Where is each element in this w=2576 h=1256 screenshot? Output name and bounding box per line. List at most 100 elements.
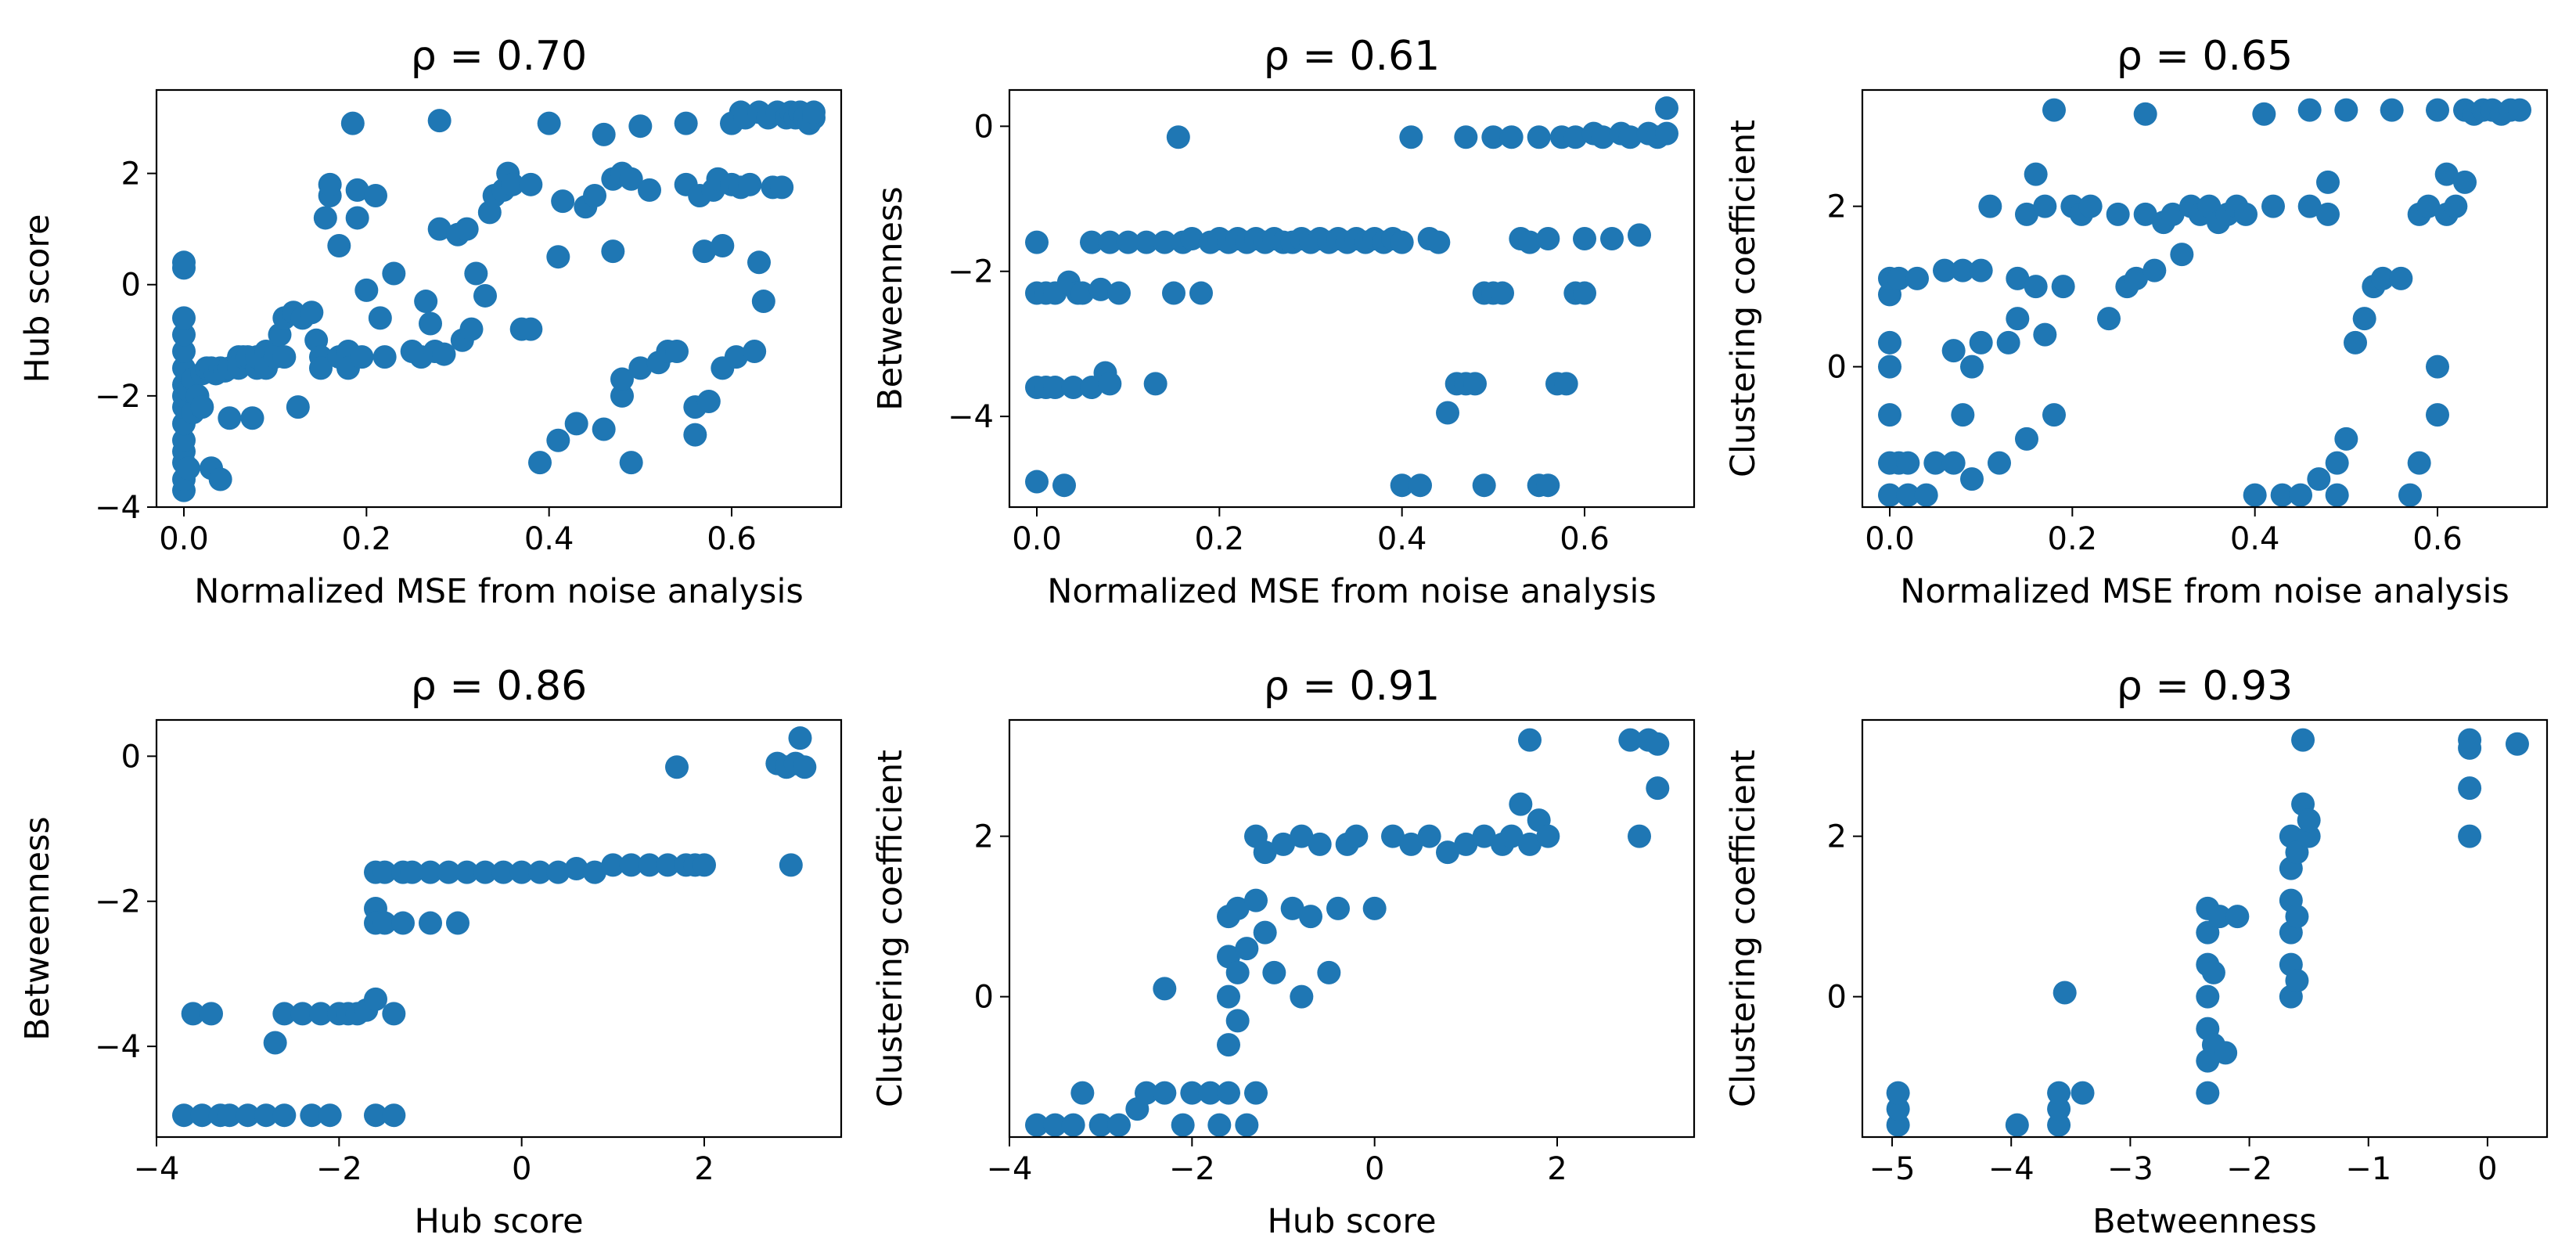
- data-point: [1618, 728, 1642, 752]
- data-point: [1390, 473, 1414, 498]
- data-point: [1896, 483, 1920, 507]
- data-point: [190, 395, 214, 419]
- data-point: [564, 857, 588, 881]
- data-point: [1025, 470, 1049, 494]
- points-group: [1025, 96, 1678, 498]
- data-point: [770, 175, 794, 200]
- x-tick-label: −1: [2345, 1151, 2391, 1187]
- data-point: [1518, 832, 1542, 856]
- x-tick-label: 0.4: [524, 521, 574, 557]
- data-point: [1207, 1113, 1232, 1137]
- data-point: [1933, 258, 1956, 283]
- data-point: [674, 111, 698, 135]
- data-point: [693, 239, 716, 264]
- y-axis-label: Clustering coefficient: [1724, 750, 1763, 1107]
- data-point: [1563, 125, 1588, 149]
- data-point: [1025, 230, 1049, 254]
- data-point: [272, 345, 297, 369]
- data-point: [1052, 473, 1076, 498]
- data-point: [1262, 960, 1286, 984]
- data-point: [1299, 905, 1322, 929]
- data-point: [1491, 281, 1514, 305]
- data-point: [1217, 1081, 1240, 1105]
- data-point: [1043, 376, 1067, 400]
- data-point: [1463, 372, 1487, 396]
- axes-frame: [1861, 88, 2549, 509]
- data-point: [1454, 125, 1478, 149]
- points-group: [172, 726, 817, 1128]
- x-tick-label: 0: [1365, 1151, 1384, 1187]
- data-point: [236, 1103, 260, 1128]
- data-point: [2307, 467, 2331, 491]
- x-axis-label: Hub score: [1267, 1202, 1436, 1241]
- data-point: [345, 178, 369, 202]
- chart-title: ρ = 0.61: [1264, 33, 1440, 80]
- data-point: [2416, 194, 2441, 218]
- data-point: [2297, 808, 2321, 833]
- data-point: [592, 122, 616, 146]
- data-point: [2142, 258, 2167, 283]
- data-point: [368, 306, 392, 330]
- data-point: [519, 317, 543, 341]
- x-axis-label: Normalized MSE from noise analysis: [1047, 572, 1657, 611]
- data-point: [2071, 1081, 2095, 1105]
- data-point: [2434, 162, 2459, 186]
- data-point: [528, 860, 552, 884]
- data-point: [2316, 202, 2340, 226]
- data-point: [1600, 227, 1624, 251]
- data-point: [696, 389, 721, 413]
- data-point: [1253, 920, 1277, 945]
- data-point: [414, 290, 438, 314]
- data-point: [400, 860, 424, 884]
- data-point: [1098, 230, 1122, 254]
- data-point: [601, 853, 625, 877]
- data-point: [628, 114, 653, 139]
- data-point: [2042, 98, 2066, 122]
- data-point: [455, 217, 479, 241]
- data-point: [1886, 1113, 1910, 1137]
- data-point: [208, 467, 232, 491]
- data-point: [2047, 1113, 2071, 1137]
- x-tick-label: −4: [134, 1151, 180, 1187]
- data-point: [1362, 896, 1387, 920]
- data-point: [1381, 824, 1405, 848]
- x-axis-label: Betweenness: [2092, 1202, 2317, 1241]
- data-point: [446, 911, 470, 935]
- subplot-6: −5 −4 −3 −2 −1 0 0 2 ρ = 0.93 Betweenness Clusteri…: [1724, 663, 2549, 1241]
- x-tick-label: −2: [1169, 1151, 1215, 1187]
- data-point: [427, 217, 452, 241]
- data-point: [1878, 483, 1901, 507]
- data-point: [2270, 483, 2294, 507]
- data-point: [2252, 102, 2276, 126]
- data-point: [2325, 451, 2349, 475]
- y-tick-label: −2: [95, 884, 141, 920]
- data-point: [272, 1002, 297, 1026]
- data-point: [1905, 266, 1929, 290]
- data-point: [2201, 960, 2225, 984]
- data-point: [1518, 728, 1542, 752]
- data-point: [172, 340, 196, 364]
- x-tick-label: −2: [2226, 1151, 2272, 1187]
- data-point: [364, 184, 387, 208]
- x-tick-label: 2: [1547, 1151, 1567, 1187]
- data-point: [546, 245, 570, 269]
- data-point: [2505, 732, 2529, 756]
- y-tick-label: 0: [974, 980, 994, 1016]
- data-point: [724, 345, 748, 369]
- x-tick-label: 0.6: [1560, 521, 1610, 557]
- data-point: [2214, 1041, 2238, 1065]
- data-point: [1244, 1081, 1268, 1105]
- data-point: [1618, 125, 1642, 149]
- data-point: [2006, 266, 2030, 290]
- data-point: [1217, 984, 1240, 1009]
- axes-frame: [1008, 88, 1696, 509]
- data-point: [1646, 776, 1670, 801]
- data-point: [619, 853, 643, 877]
- data-point: [2398, 483, 2422, 507]
- y-tick-label: 0: [1827, 350, 1847, 386]
- data-point: [2334, 426, 2358, 451]
- x-tick-label: 0: [2477, 1151, 2497, 1187]
- data-point: [1399, 832, 1423, 856]
- data-point: [2015, 426, 2038, 451]
- chart-title: ρ = 0.70: [411, 33, 587, 80]
